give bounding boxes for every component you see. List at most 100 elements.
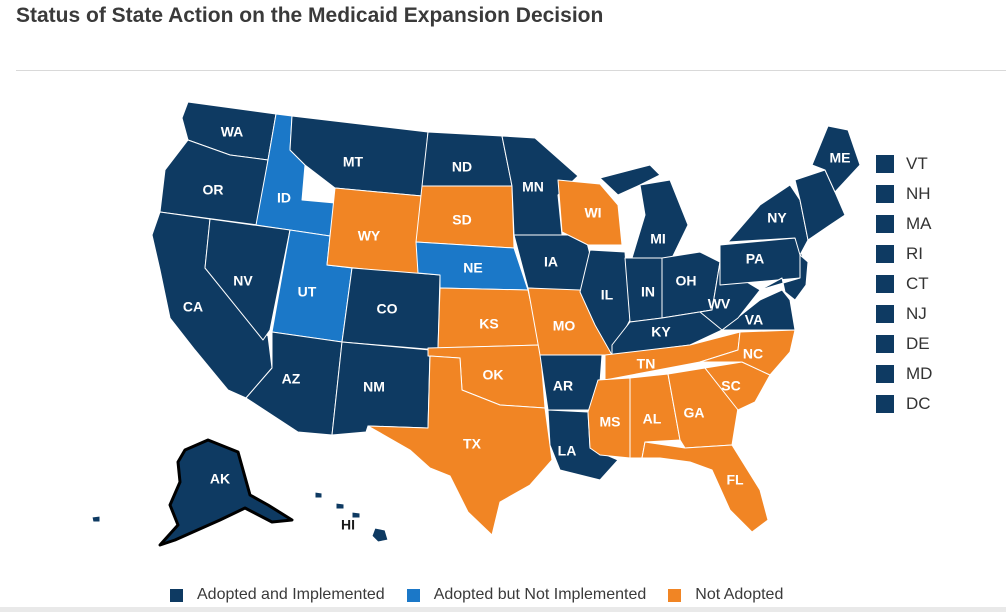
small-state-item-ct[interactable]: CT bbox=[876, 269, 932, 299]
state-label-nv: NV bbox=[233, 273, 253, 289]
small-state-item-de[interactable]: DE bbox=[876, 329, 932, 359]
state-label-fl: FL bbox=[726, 472, 744, 488]
state-label-wv: WV bbox=[708, 296, 731, 312]
small-state-swatch bbox=[876, 215, 894, 233]
small-state-swatch bbox=[876, 335, 894, 353]
small-state-swatch bbox=[876, 245, 894, 263]
state-label-id: ID bbox=[277, 190, 291, 206]
small-state-label: MD bbox=[906, 364, 933, 383]
state-nc[interactable] bbox=[699, 329, 796, 376]
small-state-swatch bbox=[876, 395, 894, 413]
small-state-label: VT bbox=[906, 154, 928, 173]
page-title: Status of State Action on the Medicaid E… bbox=[16, 4, 604, 27]
state-hi-island-2[interactable] bbox=[351, 511, 361, 519]
state-mn[interactable] bbox=[501, 135, 579, 236]
state-tx[interactable] bbox=[367, 355, 553, 536]
state-nv[interactable] bbox=[204, 218, 291, 341]
legend-item-adopted-not-implemented[interactable]: Adopted but Not Implemented bbox=[406, 586, 647, 604]
state-label-ak: AK bbox=[210, 471, 230, 487]
state-label-il: IL bbox=[601, 287, 614, 303]
small-state-item-ma[interactable]: MA bbox=[876, 209, 932, 239]
state-hi-island-4[interactable] bbox=[335, 502, 345, 510]
small-state-swatch bbox=[876, 305, 894, 323]
state-hi-island-3[interactable] bbox=[314, 491, 323, 499]
bottom-scrollbar-strip bbox=[0, 607, 1006, 612]
title-divider bbox=[16, 70, 1006, 71]
state-wi[interactable] bbox=[557, 179, 623, 246]
state-label-ny: NY bbox=[767, 210, 787, 226]
small-state-swatch bbox=[876, 365, 894, 383]
state-label-me: ME bbox=[830, 150, 851, 166]
state-nj-md-de[interactable] bbox=[759, 254, 809, 301]
state-label-wa: WA bbox=[221, 124, 244, 140]
state-label-sc: SC bbox=[721, 378, 740, 394]
legend-label: Not Adopted bbox=[695, 586, 784, 603]
small-state-swatch bbox=[876, 155, 894, 173]
state-label-az: AZ bbox=[282, 371, 301, 387]
legend-swatch bbox=[668, 588, 682, 602]
legend-label: Adopted but Not Implemented bbox=[433, 586, 647, 603]
state-label-ia: IA bbox=[544, 254, 558, 270]
small-state-label: MA bbox=[906, 214, 932, 233]
state-label-mt: MT bbox=[343, 154, 364, 170]
state-label-ga: GA bbox=[684, 405, 705, 421]
state-label-sd: SD bbox=[452, 212, 471, 228]
state-label-la: LA bbox=[558, 443, 577, 459]
state-label-mn: MN bbox=[522, 179, 544, 195]
state-label-ne: NE bbox=[463, 260, 482, 276]
legend-swatch bbox=[170, 588, 183, 602]
state-label-mo: MO bbox=[553, 318, 576, 334]
state-wv[interactable] bbox=[699, 261, 761, 331]
legend-item-not-adopted[interactable]: Not Adopted bbox=[668, 586, 783, 604]
state-label-tn: TN bbox=[637, 356, 656, 372]
small-state-item-nh[interactable]: NH bbox=[876, 179, 932, 209]
state-label-tx: TX bbox=[463, 436, 482, 452]
state-sc[interactable] bbox=[704, 361, 771, 411]
small-state-swatch bbox=[876, 275, 894, 293]
map-legend: Adopted and Implemented Adopted but Not … bbox=[170, 586, 805, 604]
small-state-item-ri[interactable]: RI bbox=[876, 239, 932, 269]
state-label-nc: NC bbox=[743, 346, 763, 362]
state-label-ks: KS bbox=[479, 316, 498, 332]
legend-item-adopted-implemented[interactable]: Adopted and Implemented bbox=[170, 586, 385, 604]
state-label-or: OR bbox=[203, 182, 224, 198]
state-label-va: VA bbox=[745, 312, 763, 328]
state-label-mi: MI bbox=[650, 231, 666, 247]
state-label-ca: CA bbox=[183, 299, 203, 315]
small-state-label: CT bbox=[906, 274, 929, 293]
small-state-swatch bbox=[876, 185, 894, 203]
state-fl[interactable] bbox=[641, 441, 769, 533]
state-ak[interactable] bbox=[158, 438, 294, 547]
state-ak-island[interactable] bbox=[91, 515, 101, 523]
small-state-item-md[interactable]: MD bbox=[876, 359, 932, 389]
state-label-ar: AR bbox=[553, 378, 573, 394]
small-state-item-vt[interactable]: VT bbox=[876, 149, 932, 179]
small-state-label: DE bbox=[906, 334, 930, 353]
state-label-pa: PA bbox=[746, 251, 764, 267]
state-va[interactable] bbox=[721, 289, 796, 331]
small-state-item-dc[interactable]: DC bbox=[876, 389, 932, 419]
state-label-hi: HI bbox=[341, 517, 355, 533]
small-state-label: NJ bbox=[906, 304, 927, 323]
state-label-wy: WY bbox=[358, 228, 381, 244]
state-label-wi: WI bbox=[584, 205, 601, 221]
legend-swatch bbox=[406, 588, 420, 602]
small-state-item-nj[interactable]: NJ bbox=[876, 299, 932, 329]
state-hi[interactable] bbox=[371, 527, 389, 543]
small-state-list: VT NH MA RI CT NJ DE MD DC bbox=[876, 149, 932, 419]
small-state-label: DC bbox=[906, 394, 931, 413]
state-label-nm: NM bbox=[363, 379, 385, 395]
state-label-al: AL bbox=[643, 411, 662, 427]
state-label-nd: ND bbox=[452, 159, 472, 175]
small-state-label: RI bbox=[906, 244, 923, 263]
state-label-ky: KY bbox=[651, 324, 671, 340]
legend-label: Adopted and Implemented bbox=[197, 586, 385, 603]
state-label-co: CO bbox=[377, 301, 398, 317]
state-me[interactable] bbox=[811, 125, 861, 193]
state-label-ms: MS bbox=[600, 414, 621, 430]
state-label-ut: UT bbox=[298, 284, 317, 300]
state-label-in: IN bbox=[641, 284, 655, 300]
small-state-label: NH bbox=[906, 184, 931, 203]
state-label-oh: OH bbox=[676, 273, 697, 289]
